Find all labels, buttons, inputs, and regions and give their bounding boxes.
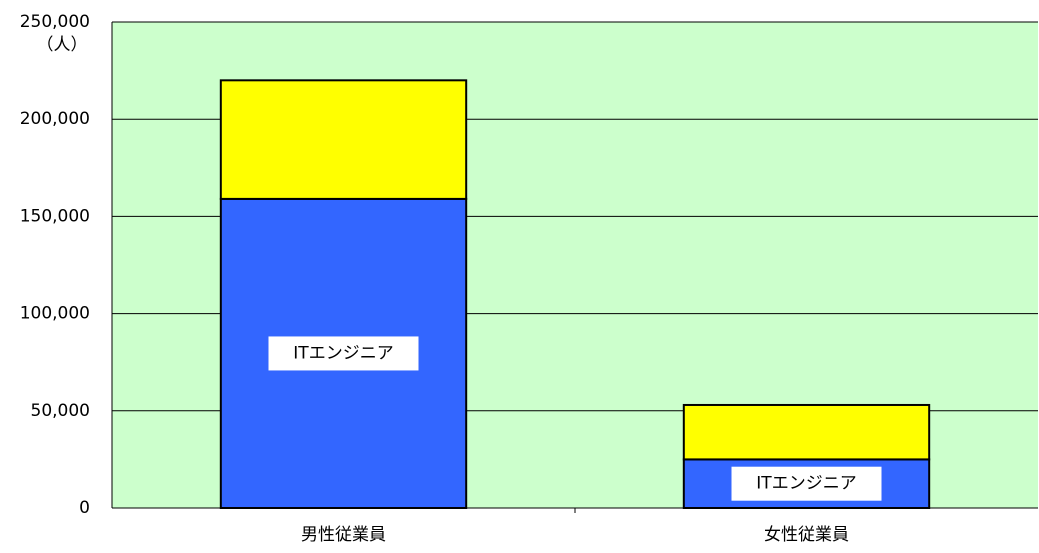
x-tick-label: 女性従業員 [764, 525, 849, 545]
y-tick-label: 0 [79, 498, 90, 518]
y-tick-label: 150,000 [20, 206, 90, 226]
y-tick-label: 250,000 [20, 12, 90, 32]
x-tick-label: 男性従業員 [301, 525, 386, 545]
label-box [268, 336, 419, 371]
y-tick-label: 200,000 [20, 109, 90, 129]
segment-label: ITエンジニア [293, 343, 393, 363]
y-unit-label: （人） [37, 35, 88, 55]
label-box [731, 466, 882, 501]
bar-segment [682, 403, 931, 461]
segment-label: ITエンジニア [756, 474, 856, 494]
y-tick-label: 100,000 [20, 304, 90, 324]
y-tick-label: 50,000 [31, 401, 90, 421]
bar-segment [219, 79, 468, 200]
